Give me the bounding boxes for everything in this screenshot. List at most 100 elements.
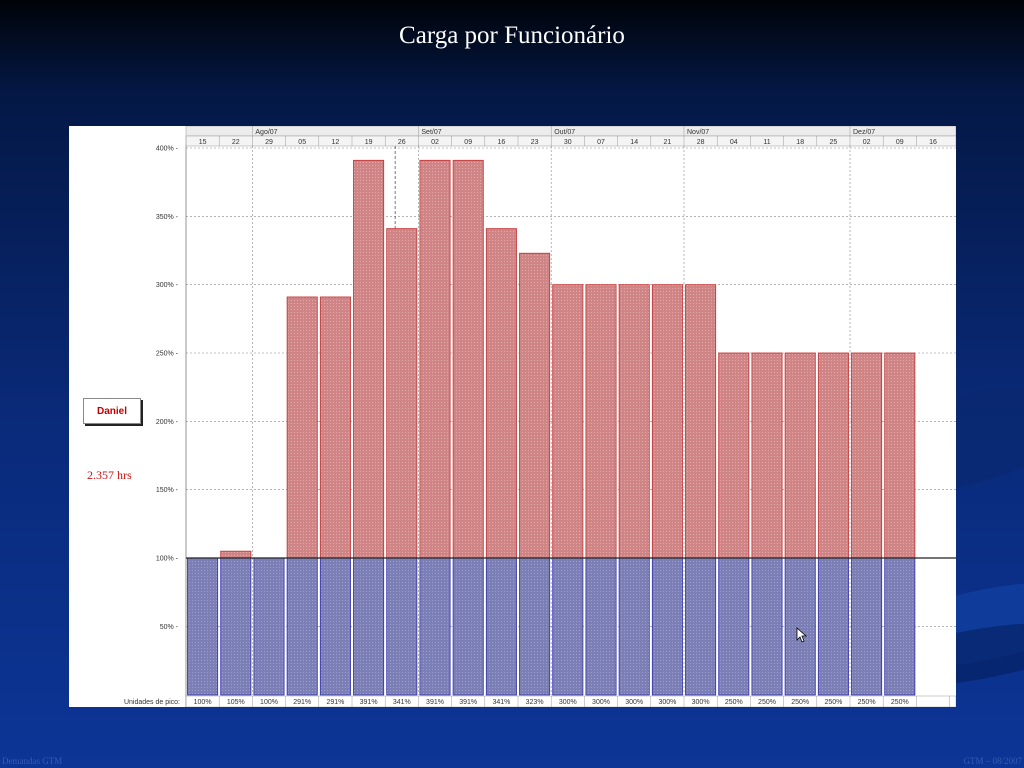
y-tick-label: 300% - bbox=[156, 282, 179, 289]
week-label: 16 bbox=[929, 139, 937, 146]
bar-overallocated bbox=[651, 284, 683, 559]
peak-units-label: Unidades de pico: bbox=[124, 699, 180, 706]
slide-title: Carga por Funcionário bbox=[399, 22, 625, 49]
peak-units-value: 250% bbox=[725, 699, 743, 706]
peak-units-value: 250% bbox=[891, 699, 909, 706]
peak-units-value: 300% bbox=[625, 699, 643, 706]
bar-allocated bbox=[718, 557, 750, 696]
y-tick-label: 50% - bbox=[160, 624, 179, 631]
peak-units-value: 323% bbox=[526, 699, 544, 706]
week-label: 30 bbox=[564, 139, 572, 146]
bar-allocated bbox=[685, 557, 717, 696]
bar-allocated bbox=[187, 557, 219, 696]
bar-allocated bbox=[253, 557, 285, 696]
week-label: 07 bbox=[597, 139, 605, 146]
bar-overallocated bbox=[585, 284, 617, 559]
peak-units-value: 391% bbox=[426, 699, 444, 706]
bar-allocated bbox=[353, 557, 385, 696]
bar-allocated bbox=[386, 557, 418, 696]
bar-overallocated bbox=[884, 352, 916, 559]
peak-units-value: 341% bbox=[393, 699, 411, 706]
bar-allocated bbox=[485, 557, 517, 696]
peak-units-value: 250% bbox=[824, 699, 842, 706]
bar-overallocated bbox=[353, 159, 385, 559]
bar-overallocated bbox=[718, 352, 750, 559]
peak-units-value: 250% bbox=[858, 699, 876, 706]
week-label: 02 bbox=[431, 139, 439, 146]
bar-allocated bbox=[651, 557, 683, 696]
bar-allocated bbox=[851, 557, 883, 696]
week-label: 25 bbox=[830, 139, 838, 146]
month-label: Dez/07 bbox=[853, 129, 875, 136]
week-label: 09 bbox=[464, 139, 472, 146]
peak-units-value: 391% bbox=[360, 699, 378, 706]
bar-overallocated bbox=[485, 228, 517, 559]
week-label: 11 bbox=[763, 139, 770, 146]
peak-units-value: 100% bbox=[260, 699, 278, 706]
bar-overallocated bbox=[519, 252, 551, 559]
bar-overallocated bbox=[452, 159, 484, 559]
bar-overallocated bbox=[784, 352, 816, 559]
footer-left: Demandas GTM bbox=[2, 756, 63, 766]
peak-units-value: 100% bbox=[194, 699, 212, 706]
y-tick-label: 350% - bbox=[156, 214, 179, 221]
week-label: 22 bbox=[232, 139, 240, 146]
week-label: 02 bbox=[863, 139, 871, 146]
peak-units-value: 250% bbox=[791, 699, 809, 706]
peak-units-value: 300% bbox=[592, 699, 610, 706]
peak-units-value: 391% bbox=[459, 699, 477, 706]
bar-overallocated bbox=[386, 228, 418, 559]
peak-units-value: 341% bbox=[492, 699, 510, 706]
week-label: 04 bbox=[730, 139, 738, 146]
bar-overallocated bbox=[552, 284, 584, 559]
bar-allocated bbox=[519, 557, 551, 696]
bar-overallocated bbox=[220, 550, 252, 559]
bar-overallocated bbox=[685, 284, 717, 559]
week-label: 09 bbox=[896, 139, 904, 146]
month-label: Ago/07 bbox=[255, 129, 277, 136]
bar-allocated bbox=[319, 557, 351, 696]
bar-allocated bbox=[618, 557, 650, 696]
footer-right: GTM – 08/2007 bbox=[963, 756, 1023, 766]
bar-allocated bbox=[419, 557, 451, 696]
month-label: Out/07 bbox=[554, 129, 575, 136]
month-label: Nov/07 bbox=[687, 129, 709, 136]
bar-allocated bbox=[751, 557, 783, 696]
week-label: 15 bbox=[199, 139, 207, 146]
bar-allocated bbox=[817, 557, 849, 696]
peak-units-value: 300% bbox=[658, 699, 676, 706]
y-tick-label: 250% - bbox=[156, 351, 179, 358]
resource-graph-panel: 15 22 29 05 12 19 26 02 09 16 23 30 07 14 21 28 04 11 18 25… bbox=[69, 126, 956, 707]
month-label: Set/07 bbox=[421, 129, 441, 136]
week-label: 18 bbox=[796, 139, 804, 146]
week-label: 19 bbox=[365, 139, 373, 146]
peak-units-value: 300% bbox=[559, 699, 577, 706]
week-label: 29 bbox=[265, 139, 273, 146]
week-label: 12 bbox=[332, 139, 340, 146]
bar-allocated bbox=[884, 557, 916, 696]
peak-units-value: 291% bbox=[326, 699, 344, 706]
bar-allocated bbox=[585, 557, 617, 696]
week-label: 21 bbox=[664, 139, 672, 146]
peak-units-value: 250% bbox=[758, 699, 776, 706]
bar-overallocated bbox=[319, 296, 351, 559]
bar-overallocated bbox=[817, 352, 849, 559]
bar-overallocated bbox=[751, 352, 783, 559]
peak-units-value: 105% bbox=[227, 699, 245, 706]
bar-overallocated bbox=[618, 284, 650, 559]
week-label: 16 bbox=[498, 139, 506, 146]
bar-allocated bbox=[286, 557, 318, 696]
y-tick-label: 150% - bbox=[156, 487, 179, 494]
y-tick-label: 400% - bbox=[156, 146, 179, 153]
week-label: 26 bbox=[398, 139, 406, 146]
y-tick-label: 200% - bbox=[156, 419, 179, 426]
peak-units-value: 291% bbox=[293, 699, 311, 706]
bar-allocated bbox=[220, 557, 252, 696]
week-label: 14 bbox=[630, 139, 638, 146]
y-tick-label: 100% - bbox=[156, 556, 179, 563]
bar-allocated bbox=[552, 557, 584, 696]
bar-overallocated bbox=[419, 159, 451, 559]
resource-load-chart: 15 22 29 05 12 19 26 02 09 16 23 30 07 14 21 28 04 11 18 25… bbox=[124, 126, 956, 707]
mouse-cursor-icon bbox=[796, 627, 808, 643]
bar-overallocated bbox=[851, 352, 883, 559]
